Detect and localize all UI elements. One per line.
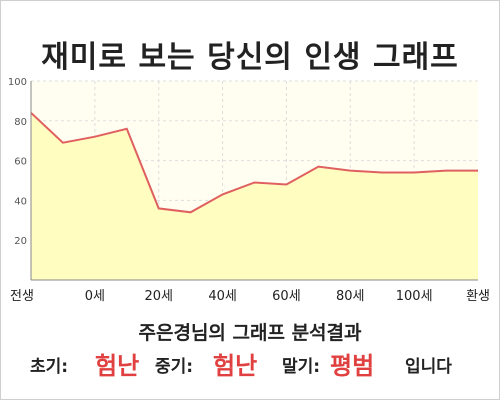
x-tick-label: 40세 <box>208 289 237 304</box>
axes <box>30 81 478 281</box>
x-tick-label: 0세 <box>85 289 105 304</box>
y-tick-label: 60 <box>14 157 27 168</box>
y-tick-label: 100 <box>8 77 27 88</box>
middle-label: 중기: <box>155 357 194 377</box>
early-label: 초기: <box>30 357 69 377</box>
result-title: 주은경님의 그래프 분석결과 <box>138 322 362 344</box>
series-line <box>30 112 478 214</box>
y-tick-label: 80 <box>14 117 27 128</box>
y-tick-labels: 20 40 60 80 100 <box>8 77 27 247</box>
x-tick-label: 80세 <box>336 289 365 304</box>
x-tick-label: 환생 <box>466 289 490 304</box>
y-tick-label: 40 <box>14 196 27 207</box>
x-tick-label: 100세 <box>396 289 433 304</box>
y-tick-label: 20 <box>14 236 27 247</box>
late-label: 말기: <box>282 357 321 377</box>
area-fill <box>31 112 478 280</box>
result-summary: 초기: 험난 중기: 험난 말기: 평범 입니다 <box>0 348 500 380</box>
x-tick-label: 60세 <box>272 289 301 304</box>
x-tick-label: 전생 <box>10 289 34 304</box>
middle-value: 험난 <box>213 352 258 380</box>
x-tick-label: 20세 <box>144 289 173 304</box>
early-value: 험난 <box>95 352 140 380</box>
chart-title: 재미로 보는 당신의 인생 그래프 <box>41 40 459 75</box>
result-suffix: 입니다 <box>405 357 452 377</box>
late-value: 평범 <box>330 352 375 380</box>
x-tick-labels: 전생 0세 20세 40세 60세 80세 100세 환생 <box>10 289 490 304</box>
